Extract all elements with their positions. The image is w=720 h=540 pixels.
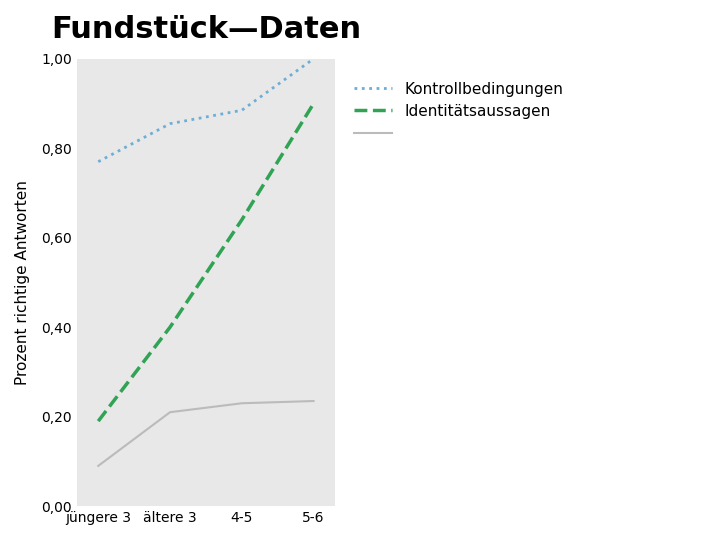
Y-axis label: Prozent richtige Antworten: Prozent richtige Antworten	[15, 180, 30, 385]
Line: Identitätsaussagen: Identitätsaussagen	[98, 104, 313, 421]
Identitätsaussagen	[238, 217, 246, 223]
Kontrollbedingungen	[94, 158, 102, 165]
Title: Fundstück—Daten: Fundstück—Daten	[51, 15, 361, 44]
Identitätsaussagen	[94, 418, 102, 424]
Kontrollbedingungen	[166, 120, 174, 127]
Identitätsaussagen	[166, 324, 174, 330]
Identitätsaussagen	[309, 100, 318, 107]
Line: Kontrollbedingungen: Kontrollbedingungen	[98, 59, 313, 161]
Legend: Kontrollbedingungen, Identitätsaussagen, : Kontrollbedingungen, Identitätsaussagen,	[348, 76, 570, 148]
Kontrollbedingungen	[238, 107, 246, 113]
Kontrollbedingungen	[309, 56, 318, 62]
